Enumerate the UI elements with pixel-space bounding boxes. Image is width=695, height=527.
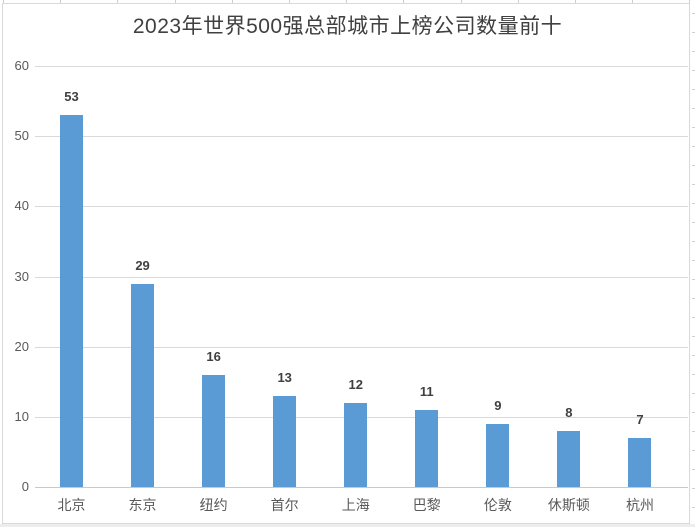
sheet-row-tick bbox=[692, 336, 695, 337]
gridline bbox=[35, 346, 688, 348]
sheet-row-tick bbox=[692, 488, 695, 489]
spreadsheet-bottom-edge bbox=[0, 524, 695, 527]
sheet-row-tick bbox=[692, 374, 695, 375]
y-tick-label: 50 bbox=[14, 128, 29, 144]
sheet-column-tick bbox=[289, 0, 290, 3]
bar bbox=[273, 395, 297, 487]
sheet-row-tick bbox=[692, 146, 695, 147]
sheet-row-tick bbox=[692, 469, 695, 470]
sheet-row-tick bbox=[692, 89, 695, 90]
sheet-row-tick bbox=[692, 298, 695, 299]
gridline bbox=[35, 276, 688, 278]
bar bbox=[60, 115, 83, 487]
gridline bbox=[35, 206, 688, 208]
bar-value-label: 29 bbox=[135, 257, 150, 273]
sheet-row-tick bbox=[692, 51, 695, 52]
sheet-row-tick bbox=[692, 70, 695, 71]
bar bbox=[628, 437, 652, 487]
sheet-column-tick bbox=[60, 0, 62, 3]
sheet-row-tick bbox=[692, 108, 695, 109]
sheet-row-tick bbox=[692, 450, 695, 451]
x-category-label: 杭州 bbox=[625, 497, 654, 513]
bar-value-label: 11 bbox=[419, 383, 434, 399]
sheet-column-tick bbox=[346, 0, 348, 3]
bar bbox=[131, 283, 155, 487]
sheet-column-tick bbox=[117, 0, 119, 3]
sheet-row-tick bbox=[692, 317, 695, 318]
sheet-row-tick bbox=[692, 127, 695, 128]
spreadsheet-top-edge bbox=[0, 0, 695, 3]
sheet-row-tick bbox=[692, 393, 695, 394]
x-category-label: 上海 bbox=[341, 497, 370, 513]
bar-value-label: 13 bbox=[277, 369, 292, 385]
x-category-label: 伦敦 bbox=[483, 497, 512, 513]
y-tick-label: 40 bbox=[14, 198, 29, 214]
x-category-label: 巴黎 bbox=[412, 497, 441, 513]
bar bbox=[557, 430, 581, 487]
y-tick-label: 20 bbox=[14, 338, 29, 354]
sheet-column-tick bbox=[403, 0, 405, 3]
bar-value-label: 16 bbox=[206, 348, 221, 364]
x-category-label: 休斯顿 bbox=[547, 497, 590, 513]
y-tick-label: 60 bbox=[14, 58, 29, 73]
gridline bbox=[35, 136, 688, 138]
bar bbox=[344, 402, 368, 487]
sheet-row-tick bbox=[692, 222, 695, 223]
x-category-label: 北京 bbox=[57, 497, 86, 513]
sheet-row-tick bbox=[692, 13, 695, 14]
sheet-row-tick bbox=[692, 32, 695, 33]
sheet-column-tick bbox=[575, 0, 576, 3]
bar bbox=[486, 423, 510, 487]
x-axis-line bbox=[35, 487, 688, 488]
x-category-label: 东京 bbox=[128, 497, 157, 513]
y-tick-label: 10 bbox=[14, 408, 29, 424]
gridline bbox=[35, 66, 688, 67]
sheet-column-tick bbox=[460, 0, 462, 3]
sheet-row-tick bbox=[692, 241, 695, 242]
bar-value-label: 7 bbox=[636, 411, 644, 427]
spreadsheet-right-edge bbox=[690, 3, 695, 524]
sheet-row-tick bbox=[692, 431, 695, 432]
sheet-column-tick bbox=[3, 0, 4, 3]
sheet-row-tick bbox=[692, 165, 695, 166]
y-tick-label: 30 bbox=[14, 268, 29, 284]
sheet-row-tick bbox=[692, 355, 695, 356]
chart-title: 2023年世界500强总部城市上榜公司数量前十 bbox=[132, 15, 563, 38]
bar bbox=[202, 374, 226, 487]
sheet-row-tick bbox=[692, 203, 695, 204]
sheet-row-tick bbox=[692, 184, 695, 185]
y-tick-label: 0 bbox=[21, 479, 29, 494]
sheet-row-tick bbox=[692, 412, 695, 413]
bar-value-label: 9 bbox=[494, 397, 502, 413]
sheet-column-tick bbox=[174, 0, 176, 3]
sheet-column-tick bbox=[632, 0, 634, 3]
bar bbox=[415, 409, 439, 487]
sheet-column-tick bbox=[517, 0, 519, 3]
bar-value-label: 12 bbox=[348, 376, 363, 392]
sheet-column-tick bbox=[231, 0, 233, 3]
sheet-column-tick bbox=[689, 0, 691, 3]
sheet-row-tick bbox=[692, 260, 695, 261]
x-category-label: 纽约 bbox=[199, 497, 228, 513]
bar-value-label: 8 bbox=[565, 404, 573, 420]
x-category-label: 首尔 bbox=[270, 497, 299, 513]
bar-value-label: 53 bbox=[64, 89, 79, 105]
sheet-row-tick bbox=[692, 279, 695, 280]
sheet-row-tick bbox=[692, 507, 695, 508]
